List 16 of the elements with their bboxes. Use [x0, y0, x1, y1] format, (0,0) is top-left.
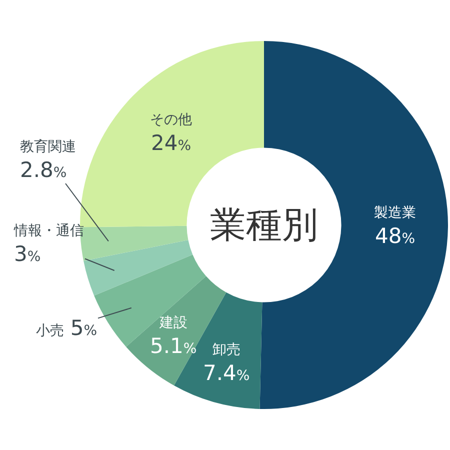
slice-label: 建設: [158, 315, 188, 331]
slice-label: 製造業: [374, 205, 416, 221]
slice-label: 小売: [36, 323, 64, 339]
data-label: 7.4%: [203, 361, 250, 385]
text: 業種別: [210, 205, 318, 246]
data-label: 24%: [150, 131, 192, 155]
slice-label: その他: [150, 112, 192, 128]
data-label: 5%: [70, 316, 98, 340]
slice-label: 情報・通信: [13, 223, 84, 239]
data-label: 2.8%: [20, 158, 67, 182]
data-label: 5.1%: [150, 334, 197, 358]
data-label: 48%: [374, 224, 416, 248]
slice-label: 卸売: [212, 342, 240, 358]
slice-label: 教育関連: [20, 138, 76, 155]
data-label: 3%: [14, 242, 41, 266]
donut-slice: [84, 240, 193, 296]
